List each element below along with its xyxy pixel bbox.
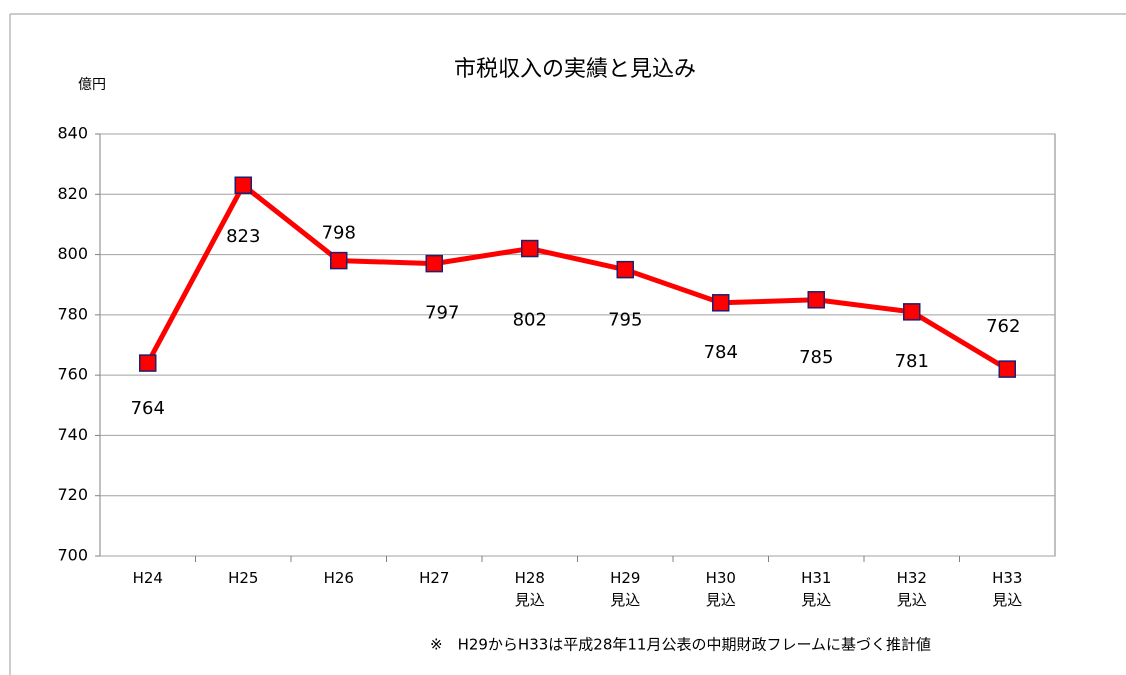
marker bbox=[234, 176, 252, 194]
y-tick-label: 720 bbox=[57, 485, 88, 504]
y-tick-label: 800 bbox=[57, 244, 88, 263]
x-tick-label: H27 bbox=[419, 569, 449, 587]
data-label: 797 bbox=[425, 303, 459, 324]
y-tick-label: 740 bbox=[57, 425, 88, 444]
marker bbox=[998, 360, 1016, 378]
marker bbox=[330, 251, 348, 270]
y-axis-label: 億円 bbox=[78, 77, 106, 93]
data-label: 795 bbox=[608, 310, 642, 331]
marker bbox=[712, 294, 730, 312]
line bbox=[145, 182, 1009, 372]
y-tick-label: 780 bbox=[57, 304, 88, 323]
footnote: ※ H29からH33は平成28年11月公表の中期財政フレームに基づく推計値 bbox=[430, 636, 931, 654]
x-tick-label: H32 見込 bbox=[897, 569, 927, 609]
data-label: 781 bbox=[895, 351, 929, 372]
marker bbox=[903, 303, 921, 321]
data-label: 802 bbox=[513, 310, 547, 331]
y-tick-label: 820 bbox=[57, 184, 88, 203]
plot-area bbox=[99, 133, 1056, 557]
data-label: 823 bbox=[226, 226, 260, 247]
marker bbox=[521, 239, 539, 258]
marker bbox=[616, 260, 634, 279]
chart-title: 市税収入の実績と見込み bbox=[454, 57, 696, 82]
data-label: 785 bbox=[799, 347, 833, 368]
y-tick-label: 700 bbox=[57, 546, 88, 565]
data-label: 784 bbox=[704, 342, 738, 363]
x-tick-label: H24 bbox=[133, 569, 163, 587]
data-label: 764 bbox=[131, 398, 165, 419]
marker bbox=[139, 354, 157, 372]
x-tick-label: H31 見込 bbox=[801, 569, 831, 609]
y-tick-label: 760 bbox=[57, 365, 88, 384]
x-tick-label: H28 見込 bbox=[515, 569, 545, 609]
x-tick-label: H33 見込 bbox=[992, 569, 1022, 609]
x-tick-label: H26 bbox=[324, 569, 354, 587]
x-tick-label: H29 見込 bbox=[610, 569, 640, 609]
data-label: 762 bbox=[986, 316, 1020, 337]
x-tick-label: H30 見込 bbox=[706, 569, 736, 609]
x-tick-label: H25 bbox=[228, 569, 258, 587]
data-label: 798 bbox=[322, 223, 356, 244]
marker bbox=[425, 254, 443, 273]
y-tick-label: 840 bbox=[57, 124, 88, 143]
marker bbox=[807, 291, 825, 309]
